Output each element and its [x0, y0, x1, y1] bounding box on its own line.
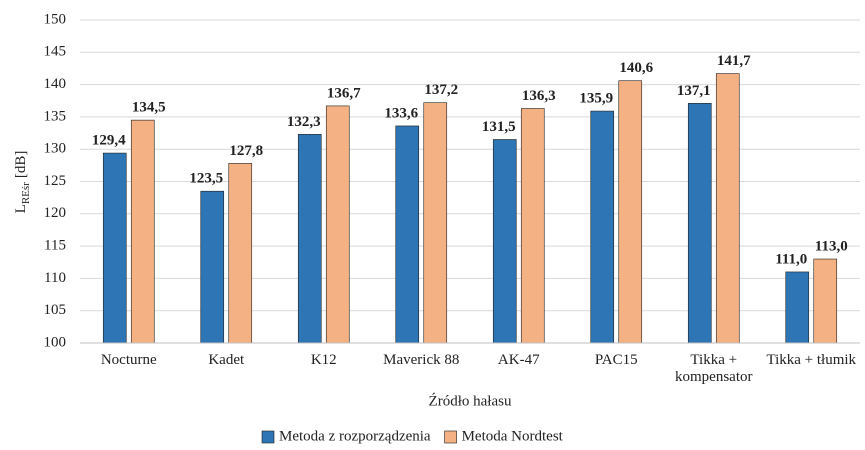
bar — [395, 125, 420, 344]
y-tick-label: 140 — [44, 76, 67, 92]
bar — [785, 271, 810, 344]
x-tick-label: K12 — [310, 352, 337, 368]
data-label: 132,3 — [287, 114, 321, 130]
bar — [325, 105, 350, 344]
bar — [130, 119, 155, 344]
bar — [492, 139, 517, 344]
legend-swatch — [444, 430, 457, 444]
bar — [590, 110, 615, 344]
bar — [715, 73, 740, 344]
bar — [813, 258, 838, 344]
y-axis-label-main: L — [13, 204, 29, 213]
bar — [423, 102, 448, 344]
bar — [297, 134, 322, 344]
bar — [200, 190, 225, 344]
data-label: 131,5 — [482, 119, 516, 135]
data-label: 133,6 — [384, 105, 418, 121]
data-label: 134,5 — [132, 100, 166, 116]
legend-label: Metoda z rozporządzenia — [279, 428, 431, 444]
bar — [687, 103, 712, 344]
y-tick-label: 110 — [44, 270, 66, 286]
y-axis-label-unit: [dB] — [13, 151, 29, 179]
x-tick-label: AK-47 — [497, 352, 540, 368]
x-tick-label: Tikka + kompensator — [675, 352, 753, 385]
data-label: 137,2 — [424, 82, 458, 98]
y-tick-label: 115 — [44, 238, 66, 254]
bar — [102, 152, 127, 344]
x-tick-label: Nocturne — [100, 352, 157, 368]
data-label: 141,7 — [717, 53, 751, 69]
bar — [520, 108, 545, 344]
data-label: 136,3 — [522, 88, 556, 104]
y-axis-label: LREśr [dB] — [13, 151, 31, 214]
y-tick-label: 100 — [44, 334, 67, 350]
x-tick-label: PAC15 — [594, 352, 638, 368]
data-label: 137,1 — [677, 83, 711, 99]
bar — [228, 163, 253, 344]
legend-swatch — [261, 430, 275, 444]
data-label: 113,0 — [815, 238, 848, 254]
y-axis-label-sub: REśr — [20, 182, 32, 204]
y-tick-label: 130 — [44, 141, 67, 157]
data-label: 129,4 — [92, 133, 126, 149]
x-tick-label: Tikka + tłumik — [766, 352, 857, 368]
y-tick-label: 120 — [44, 205, 67, 221]
x-axis-label: Źródło hałasu — [429, 392, 512, 409]
legend-label: Metoda Nordtest — [462, 428, 564, 444]
y-tick-label: 135 — [44, 108, 67, 124]
y-tick-label: 105 — [44, 302, 67, 318]
y-tick-label: 150 — [44, 11, 67, 27]
data-label: 136,7 — [327, 85, 361, 101]
data-label: 111,0 — [775, 251, 807, 267]
data-label: 123,5 — [189, 171, 223, 187]
bar — [618, 80, 643, 344]
data-label: 135,9 — [579, 91, 613, 107]
data-label: 140,6 — [619, 60, 653, 76]
x-tick-label: Kadet — [208, 352, 245, 368]
y-tick-label: 145 — [44, 44, 67, 60]
x-tick-label: Maverick 88 — [383, 352, 460, 368]
y-tick-label: 125 — [44, 173, 67, 189]
data-label: 127,8 — [229, 143, 263, 159]
